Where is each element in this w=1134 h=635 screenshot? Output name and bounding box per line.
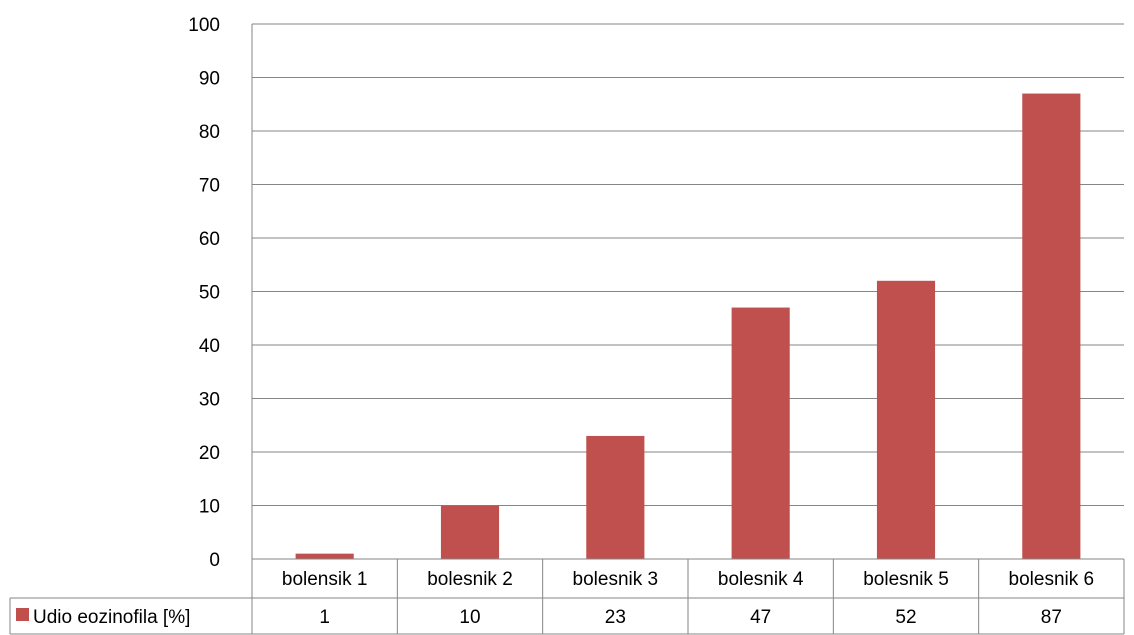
- y-tick-label: 70: [199, 176, 220, 197]
- bar: [295, 553, 354, 559]
- bars: [295, 93, 1081, 560]
- category-label: bolensik 1: [282, 569, 368, 590]
- legend-swatch: [16, 608, 29, 621]
- y-tick-label: 50: [199, 283, 220, 304]
- y-tick-label: 0: [209, 550, 220, 571]
- category-label: bolesnik 3: [573, 569, 659, 590]
- y-tick-label: 10: [199, 497, 220, 518]
- y-tick-label: 90: [199, 69, 220, 90]
- category-label: bolesnik 4: [718, 569, 804, 590]
- data-table: bolensik 1 1 bolesnik 2 10 bolesnik 3 23 boles…: [9, 558, 1125, 635]
- y-tick-label: 80: [199, 122, 220, 143]
- category-label: bolesnik 6: [1009, 569, 1095, 590]
- gridlines: [252, 23, 1124, 506]
- bar: [586, 435, 645, 559]
- category-label: bolesnik 5: [863, 569, 949, 590]
- bar: [876, 280, 936, 559]
- bar: [1022, 93, 1081, 560]
- category-label: bolesnik 2: [427, 569, 513, 590]
- y-tick-label: 20: [199, 443, 220, 464]
- data-table-value: 52: [895, 607, 916, 628]
- data-table-value: 1: [319, 607, 330, 628]
- data-table-value: 10: [459, 607, 480, 628]
- y-tick-label: 40: [199, 336, 220, 357]
- bar: [440, 505, 500, 559]
- y-tick-label: 100: [188, 15, 220, 36]
- data-table-value: 87: [1041, 607, 1062, 628]
- data-table-value: 23: [605, 607, 626, 628]
- y-axis: 0 10 20 30 40 50 60 70 80 90 100: [188, 15, 253, 634]
- y-tick-label: 60: [199, 229, 220, 250]
- y-tick-label: 30: [199, 390, 220, 411]
- legend-series-label: Udio eozinofila [%]: [33, 607, 190, 628]
- data-table-value: 47: [750, 607, 771, 628]
- bar: [731, 307, 790, 559]
